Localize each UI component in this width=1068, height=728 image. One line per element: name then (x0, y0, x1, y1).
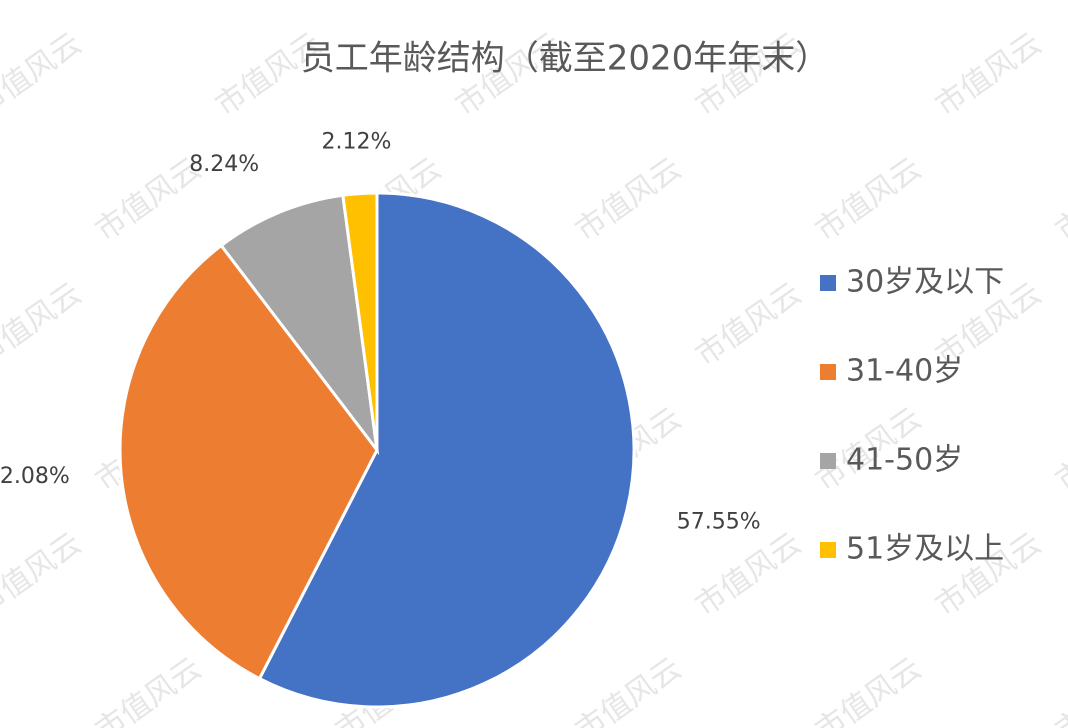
watermark: 市值风云 (689, 276, 807, 373)
watermark: 市值风云 (1049, 401, 1068, 498)
legend-swatch (820, 542, 836, 558)
watermark: 市值风云 (0, 526, 88, 623)
data-label: 32.08% (0, 464, 70, 489)
pie-slice (257, 191, 636, 709)
pie-slice (219, 193, 380, 456)
watermark: 市值风云 (89, 651, 207, 728)
watermark: 市值风云 (929, 26, 1047, 123)
watermark: 市值风云 (689, 526, 807, 623)
legend-label: 31-40岁 (846, 354, 963, 389)
chart-title: 员工年龄结构（截至2020年年末） (301, 39, 830, 79)
pie-slice (341, 191, 379, 451)
legend-swatch (820, 453, 836, 469)
watermark: 市值风云 (1049, 151, 1068, 248)
legend-swatch (820, 364, 836, 380)
watermark: 市值风云 (569, 651, 687, 728)
legend-swatch (820, 275, 836, 291)
legend-label: 30岁及以下 (846, 265, 1004, 300)
legend-label: 51岁及以上 (846, 532, 1004, 567)
watermark: 市值风云 (0, 26, 88, 123)
watermark: 市值风云 (809, 651, 927, 728)
data-label: 2.12% (322, 129, 392, 154)
data-label: 8.24% (189, 152, 259, 177)
watermark: 市值风云 (809, 151, 927, 248)
watermark: 市值风云 (569, 151, 687, 248)
pie-slice (118, 243, 379, 681)
watermark: 市值风云 (1049, 651, 1068, 728)
watermark: 市值风云 (0, 276, 88, 373)
data-label: 57.55% (677, 510, 761, 535)
legend-label: 41-50岁 (846, 443, 963, 478)
